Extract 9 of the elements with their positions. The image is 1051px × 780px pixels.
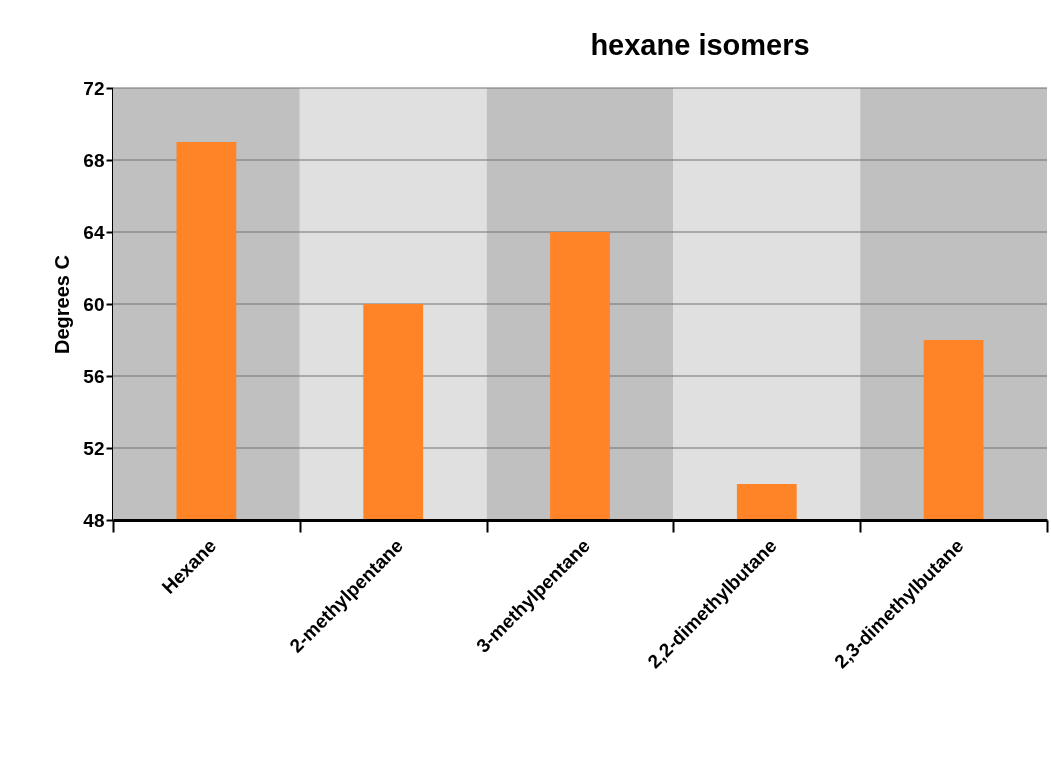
- y-tick-label: 60: [83, 293, 105, 315]
- y-tick-label: 72: [83, 77, 105, 99]
- y-tick-label: 64: [83, 221, 105, 243]
- y-tick-label: 56: [83, 365, 105, 387]
- y-axis-title: Degrees C: [51, 255, 74, 354]
- y-tick-label: 48: [83, 509, 105, 531]
- y-tick-label: 52: [83, 437, 105, 459]
- y-tick-label: 68: [83, 149, 105, 171]
- chart-title: hexane isomers: [590, 29, 810, 61]
